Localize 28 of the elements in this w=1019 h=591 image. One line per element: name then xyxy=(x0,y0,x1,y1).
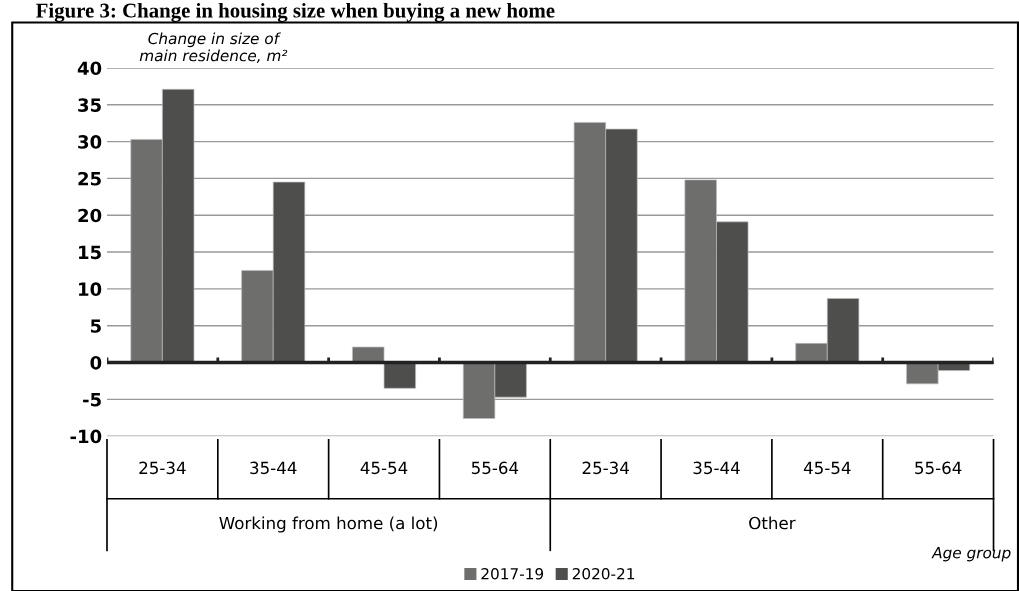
y-tick-label: -5 xyxy=(83,393,101,407)
y-tick-label: 30 xyxy=(78,135,102,149)
x-axis-title: Age group xyxy=(931,547,1011,562)
y-tick-label: 10 xyxy=(79,282,102,296)
y-tick-label: 5 xyxy=(90,319,101,333)
x-tick-label: 35-44 xyxy=(250,461,297,475)
x-tick-label: 25-34 xyxy=(582,461,629,475)
text: Other xyxy=(749,516,796,530)
y-tick-label: 40 xyxy=(77,61,102,76)
y-tick-label: 15 xyxy=(79,245,101,260)
chart-title: Figure 3: Change in housing size when buying a new home xyxy=(36,2,555,23)
y-tick-label: 35 xyxy=(78,98,101,112)
text: Working from home (a lot) xyxy=(219,516,438,533)
x-tick-label: 45-54 xyxy=(360,461,408,475)
y-tick-label: 25 xyxy=(78,171,101,186)
x-tick-label: 55-64 xyxy=(915,461,962,475)
x-tick-label: 25-34 xyxy=(139,461,186,475)
legend-label: 2020-21 xyxy=(572,568,635,580)
x-tick-label: 45-54 xyxy=(803,461,851,475)
x-tick-label: 55-64 xyxy=(471,461,519,475)
x-tick-label: 35-44 xyxy=(693,461,740,475)
y-tick-label: -10 xyxy=(70,429,102,444)
bar xyxy=(352,346,385,363)
y-tick-label: 20 xyxy=(78,208,102,223)
legend-label: 2017-19 xyxy=(481,568,544,580)
bar xyxy=(383,362,416,389)
y-axis-title: Change in size of main residence, m² xyxy=(139,32,288,63)
y-tick-label: 0 xyxy=(90,355,102,370)
